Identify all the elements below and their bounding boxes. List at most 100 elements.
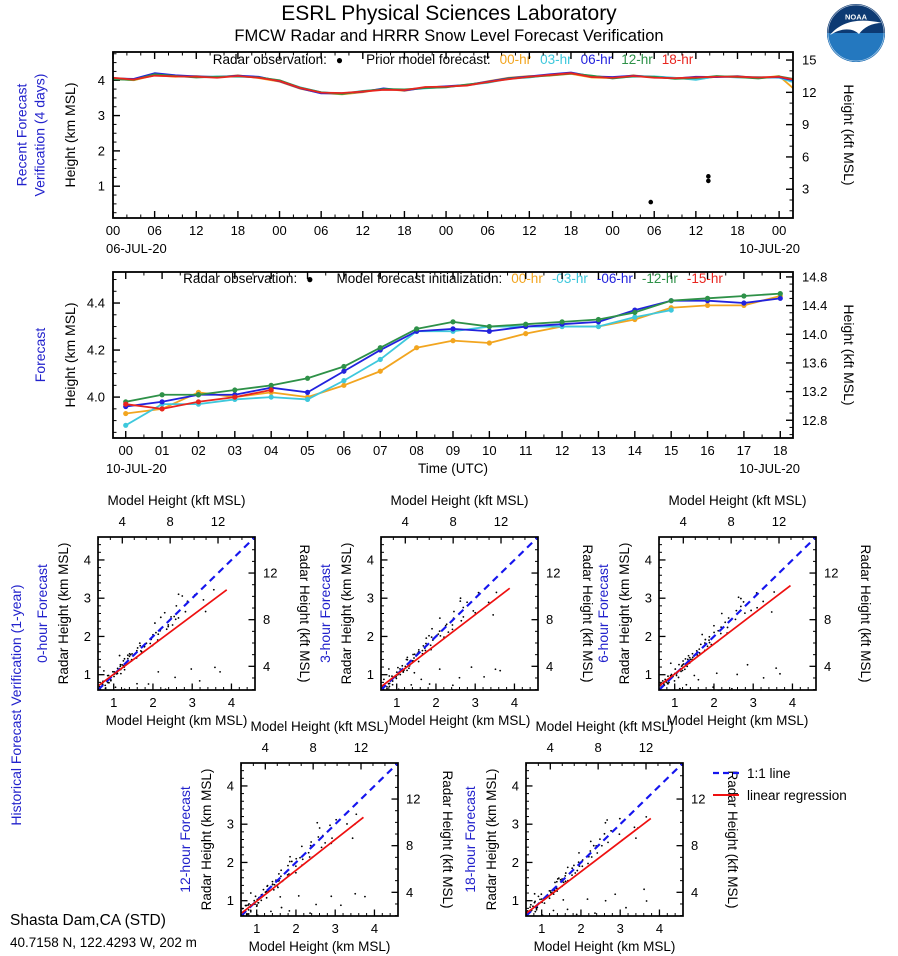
svg-text:4: 4	[371, 921, 378, 936]
svg-text:10: 10	[482, 443, 496, 458]
svg-text:Radar Height (kft MSL): Radar Height (kft MSL)	[580, 544, 595, 682]
svg-text:4: 4	[547, 740, 554, 755]
one-to-one-line	[97, 536, 256, 691]
svg-text:12: 12	[689, 223, 703, 238]
svg-text:12: 12	[356, 223, 370, 238]
svg-text:00: 00	[772, 223, 786, 238]
radar-observations	[648, 174, 711, 205]
svg-text:12: 12	[555, 443, 569, 458]
svg-text:2: 2	[367, 629, 374, 644]
legend-model-label: Model forecast initialization:	[336, 271, 503, 286]
svg-text:9: 9	[802, 117, 809, 132]
svg-text:06-JUL-20: 06-JUL-20	[106, 241, 167, 256]
page-title: ESRL Physical Sciences Laboratory	[281, 2, 617, 25]
svg-text:3: 3	[332, 921, 339, 936]
svg-text:8: 8	[546, 612, 553, 627]
svg-text:14.0: 14.0	[802, 327, 827, 342]
svg-text:Model Height (km MSL): Model Height (km MSL)	[249, 939, 391, 954]
svg-text:4: 4	[262, 740, 269, 755]
svg-text:2: 2	[149, 695, 156, 710]
svg-text:Radar Height (km MSL): Radar Height (km MSL)	[199, 769, 214, 911]
svg-text:2: 2	[577, 921, 584, 936]
svg-text:4: 4	[228, 695, 235, 710]
svg-text:Model Height (km MSL): Model Height (km MSL)	[534, 939, 676, 954]
svg-text:2: 2	[84, 629, 91, 644]
svg-text:4: 4	[98, 73, 105, 88]
legend-item-00hr: 00-hr	[511, 271, 543, 286]
svg-text:4: 4	[402, 514, 409, 529]
svg-text:4: 4	[406, 885, 413, 900]
svg-text:14.8: 14.8	[802, 269, 827, 284]
obs-dot-icon: ●	[335, 52, 344, 67]
svg-text:Model Height (kft MSL): Model Height (kft MSL)	[535, 719, 673, 734]
svg-text:1: 1	[110, 695, 117, 710]
svg-text:12: 12	[772, 514, 786, 529]
series--15-hr	[123, 387, 274, 412]
svg-text:06: 06	[337, 443, 351, 458]
svg-text:2: 2	[512, 855, 519, 870]
svg-text:Model Height (kft MSL): Model Height (kft MSL)	[107, 493, 245, 508]
svg-text:16: 16	[700, 443, 714, 458]
svg-text:07: 07	[373, 443, 387, 458]
svg-text:4: 4	[119, 514, 126, 529]
svg-text:18: 18	[773, 443, 787, 458]
svg-text:03: 03	[228, 443, 242, 458]
svg-text:Model Height (km MSL): Model Height (km MSL)	[106, 713, 248, 728]
svg-text:4: 4	[367, 552, 374, 567]
axes-recent: 00 06 12 18 00 06 12 18 00 06 12 18 00 06 12 18 00123436…	[98, 52, 816, 256]
svg-text:10-JUL-20: 10-JUL-20	[739, 241, 800, 256]
svg-text:2: 2	[645, 629, 652, 644]
svg-text:1: 1	[367, 667, 374, 682]
regression-line	[381, 587, 511, 687]
svg-text:11: 11	[519, 443, 533, 458]
svg-text:13.2: 13.2	[802, 384, 827, 399]
svg-text:1: 1	[393, 695, 400, 710]
svg-text:1: 1	[512, 893, 519, 908]
svg-text:18: 18	[397, 223, 411, 238]
svg-text:4: 4	[263, 659, 270, 674]
legend-row-regression: linear regression	[712, 784, 847, 806]
svg-text:1: 1	[98, 179, 105, 194]
svg-text:08: 08	[409, 443, 423, 458]
svg-text:2: 2	[432, 695, 439, 710]
svg-text:4.0: 4.0	[87, 390, 105, 405]
regression-line	[526, 817, 652, 914]
svg-text:1: 1	[84, 667, 91, 682]
svg-text:Radar Height (kft MSL): Radar Height (kft MSL)	[725, 770, 740, 908]
svg-text:4: 4	[789, 695, 796, 710]
svg-text:13: 13	[591, 443, 605, 458]
svg-text:2: 2	[710, 695, 717, 710]
svg-text:10-JUL-20: 10-JUL-20	[106, 461, 167, 476]
regression-line-sample	[713, 794, 739, 796]
svg-text:4: 4	[511, 695, 518, 710]
svg-text:Radar Height (kft MSL): Radar Height (kft MSL)	[858, 544, 873, 682]
svg-text:3: 3	[227, 817, 234, 832]
svg-text:3: 3	[98, 108, 105, 123]
svg-text:15: 15	[802, 53, 816, 68]
svg-text:01: 01	[155, 443, 169, 458]
svg-text:12: 12	[494, 514, 508, 529]
svg-text:4: 4	[512, 778, 519, 793]
svg-text:2: 2	[98, 143, 105, 158]
svg-text:3: 3	[750, 695, 757, 710]
scatter-panel-label: 18-hour Forecast	[462, 786, 478, 893]
one-to-one-line	[525, 762, 684, 917]
svg-text:4: 4	[824, 659, 831, 674]
regression-line	[659, 584, 792, 687]
svg-text:3: 3	[189, 695, 196, 710]
svg-text:8: 8	[263, 612, 270, 627]
logo-lower-half	[827, 33, 885, 62]
svg-text:8: 8	[406, 838, 413, 853]
svg-text:1: 1	[538, 921, 545, 936]
svg-text:Model Height (km MSL): Model Height (km MSL)	[389, 713, 531, 728]
svg-text:00: 00	[106, 223, 120, 238]
svg-text:Radar Height (km MSL): Radar Height (km MSL)	[484, 769, 499, 911]
svg-text:12: 12	[211, 514, 225, 529]
scatter-legend: 1:1 line linear regression	[712, 762, 847, 806]
svg-text:3: 3	[645, 591, 652, 606]
regression-line	[241, 816, 364, 914]
scatter-panel-label: 0-hour Forecast	[34, 564, 50, 663]
